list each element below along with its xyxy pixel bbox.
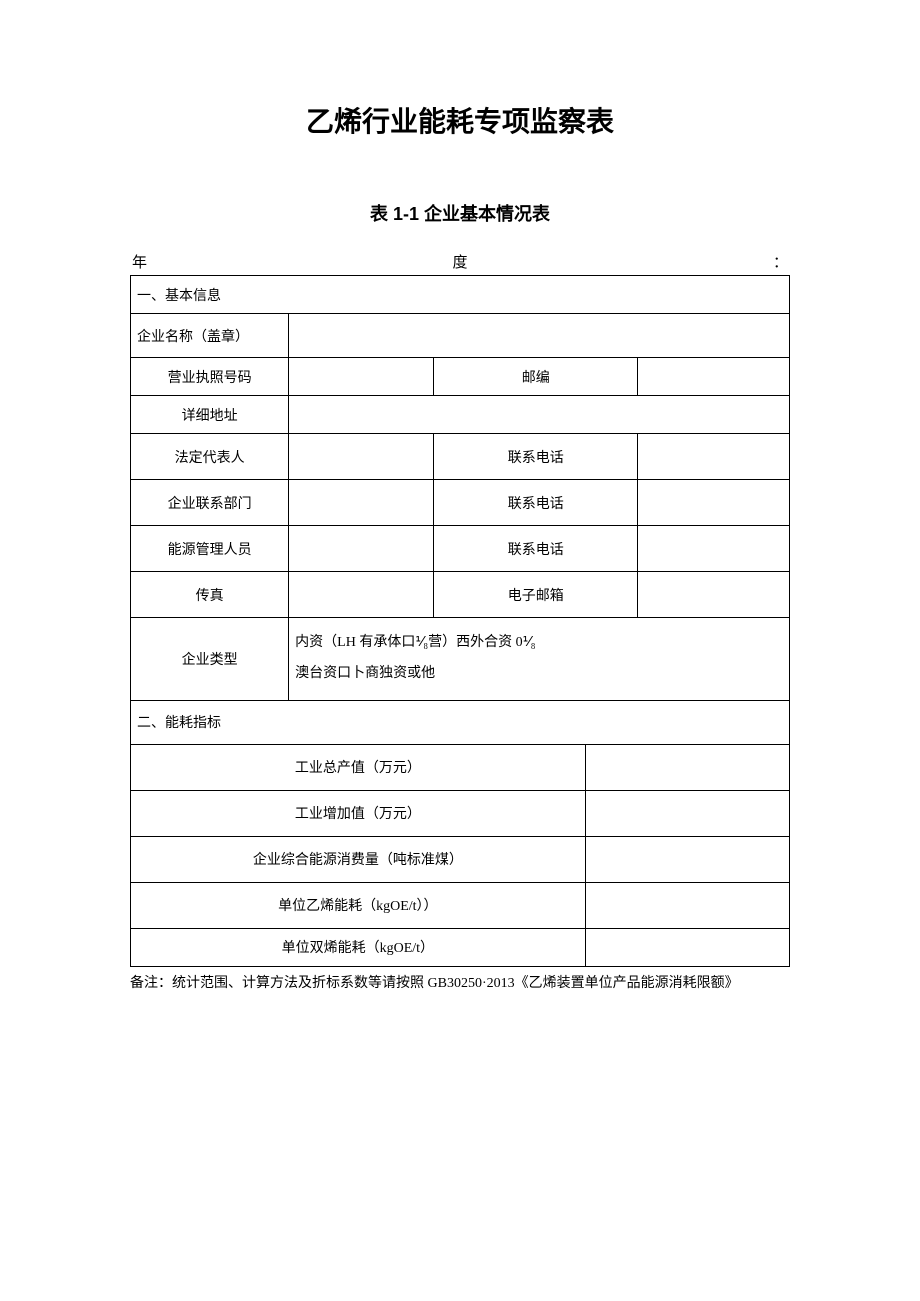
year-mid: 度	[452, 251, 467, 272]
label-email: 电子邮箱	[434, 572, 638, 618]
label-phone-1: 联系电话	[434, 434, 638, 480]
label-diene-energy: 单位双烯能耗（kgOE/t）	[131, 928, 586, 966]
section2-header: 二、能耗指标	[131, 700, 790, 744]
label-energy-mgr: 能源管理人员	[131, 526, 289, 572]
label-legal-rep: 法定代表人	[131, 434, 289, 480]
table-row: 工业总产值（万元）	[131, 744, 790, 790]
label-phone-3: 联系电话	[434, 526, 638, 572]
label-contact-dept: 企业联系部门	[131, 480, 289, 526]
label-company-type: 企业类型	[131, 618, 289, 701]
label-total-energy: 企业综合能源消费量（吨标准煤）	[131, 836, 586, 882]
table-row: 详细地址	[131, 396, 790, 434]
table-row: 传真 电子邮箱	[131, 572, 790, 618]
value-energy-mgr	[289, 526, 434, 572]
value-industrial-output	[585, 744, 789, 790]
table-row: 工业增加值（万元）	[131, 790, 790, 836]
label-postcode: 邮编	[434, 358, 638, 396]
value-address	[289, 396, 790, 434]
value-industrial-added	[585, 790, 789, 836]
label-industrial-added: 工业增加值（万元）	[131, 790, 586, 836]
value-company-type: 内资（LH 有承体口⅟₈营）西外合资 0⅟₈澳台资口卜商独资或他	[289, 618, 790, 701]
value-fax	[289, 572, 434, 618]
label-address: 详细地址	[131, 396, 289, 434]
sub-title: 表 1-1 企业基本情况表	[130, 200, 790, 226]
value-license-no	[289, 358, 434, 396]
year-right: ：	[773, 251, 788, 272]
year-line: 年 度 ：	[130, 251, 790, 272]
value-diene-energy	[585, 928, 789, 966]
section1-header: 一、基本信息	[131, 276, 790, 314]
value-postcode	[638, 358, 790, 396]
value-contact-dept	[289, 480, 434, 526]
label-fax: 传真	[131, 572, 289, 618]
table-row: 企业名称（盖章）	[131, 314, 790, 358]
value-total-energy	[585, 836, 789, 882]
table-row: 能源管理人员 联系电话	[131, 526, 790, 572]
table-row: 单位双烯能耗（kgOE/t）	[131, 928, 790, 966]
footnote: 备注：统计范围、计算方法及折标系数等请按照 GB30250·2013《乙烯装置单…	[130, 973, 790, 995]
value-phone-2	[638, 480, 790, 526]
value-phone-3	[638, 526, 790, 572]
form-table: 一、基本信息 企业名称（盖章） 营业执照号码 邮编 详细地址 法定代表人 联系电…	[130, 275, 790, 967]
year-left: 年	[132, 251, 147, 272]
table-row: 企业综合能源消费量（吨标准煤）	[131, 836, 790, 882]
value-ethylene-energy	[585, 882, 789, 928]
value-phone-1	[638, 434, 790, 480]
table-row: 营业执照号码 邮编	[131, 358, 790, 396]
value-email	[638, 572, 790, 618]
table-row: 企业联系部门 联系电话	[131, 480, 790, 526]
table-row: 二、能耗指标	[131, 700, 790, 744]
label-ethylene-energy: 单位乙烯能耗（kgOE/t））	[131, 882, 586, 928]
label-industrial-output: 工业总产值（万元）	[131, 744, 586, 790]
value-legal-rep	[289, 434, 434, 480]
label-license-no: 营业执照号码	[131, 358, 289, 396]
label-phone-2: 联系电话	[434, 480, 638, 526]
table-row: 一、基本信息	[131, 276, 790, 314]
main-title: 乙烯行业能耗专项监察表	[130, 100, 790, 140]
table-row: 单位乙烯能耗（kgOE/t））	[131, 882, 790, 928]
value-company-name	[289, 314, 790, 358]
label-company-name: 企业名称（盖章）	[131, 314, 289, 358]
table-row: 企业类型 内资（LH 有承体口⅟₈营）西外合资 0⅟₈澳台资口卜商独资或他	[131, 618, 790, 701]
table-row: 法定代表人 联系电话	[131, 434, 790, 480]
